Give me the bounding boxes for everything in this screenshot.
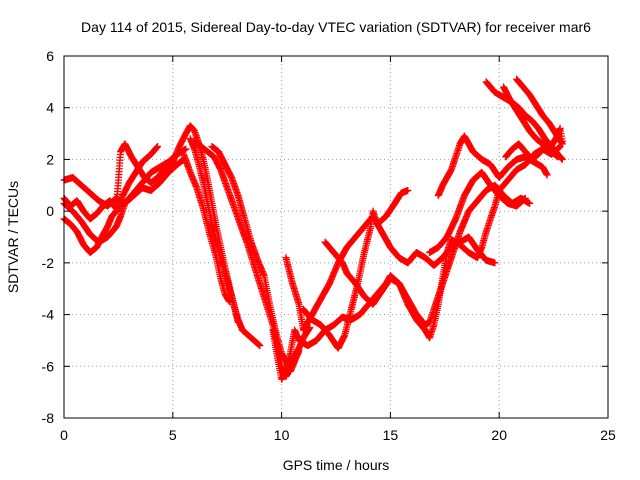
- series-4: [60, 140, 177, 223]
- data-point: [543, 171, 551, 179]
- y-tick-label: 4: [46, 100, 54, 116]
- data-point: [154, 143, 162, 150]
- data-points: [60, 75, 566, 383]
- y-axis-label: SDTVAR / TECUs: [5, 181, 21, 293]
- data-point: [554, 153, 562, 161]
- grid: [64, 56, 608, 418]
- data-point: [295, 347, 303, 355]
- data-point: [256, 342, 264, 350]
- y-tick-label: 2: [46, 151, 54, 167]
- data-point: [153, 143, 161, 151]
- data-point: [558, 140, 566, 148]
- x-tick-label: 5: [169, 427, 177, 443]
- x-tick-label: 20: [491, 427, 507, 443]
- y-tick-label: -8: [42, 410, 55, 426]
- x-axis-label: GPS time / hours: [283, 457, 390, 473]
- data-point: [182, 145, 190, 153]
- data-point: [491, 259, 499, 267]
- y-tick-label: -6: [42, 358, 55, 374]
- series-18: [513, 75, 566, 148]
- data-point: [558, 155, 566, 163]
- x-axis: 0 5 10 15 20 25: [60, 56, 616, 443]
- y-tick-label: -4: [42, 307, 55, 323]
- data-point: [558, 155, 566, 163]
- data-point: [521, 194, 529, 202]
- data-point: [526, 199, 534, 207]
- series-13: [321, 181, 534, 329]
- series-6: [186, 135, 264, 350]
- plot-frame: [63, 55, 609, 419]
- x-tick-label: 0: [60, 427, 68, 443]
- y-tick-label: 6: [46, 48, 54, 64]
- data-point: [404, 186, 412, 194]
- x-tick-label: 25: [600, 427, 616, 443]
- chart-title: Day 114 of 2015, Sidereal Day-to-day VTE…: [81, 19, 591, 35]
- y-tick-label: 0: [46, 203, 54, 219]
- data-point: [558, 139, 566, 147]
- series-7: [180, 150, 233, 306]
- series-10: [269, 143, 564, 383]
- series-14: [426, 168, 529, 257]
- x-tick-label: 15: [383, 427, 399, 443]
- y-tick-label: -2: [42, 255, 55, 271]
- x-tick-label: 10: [274, 427, 290, 443]
- y-axis: -8 -6 -4 -2 0 2 4 6: [42, 48, 608, 426]
- series-11: [299, 186, 412, 352]
- series-19: [502, 140, 562, 163]
- series-15: [434, 132, 551, 200]
- data-point: [225, 298, 233, 306]
